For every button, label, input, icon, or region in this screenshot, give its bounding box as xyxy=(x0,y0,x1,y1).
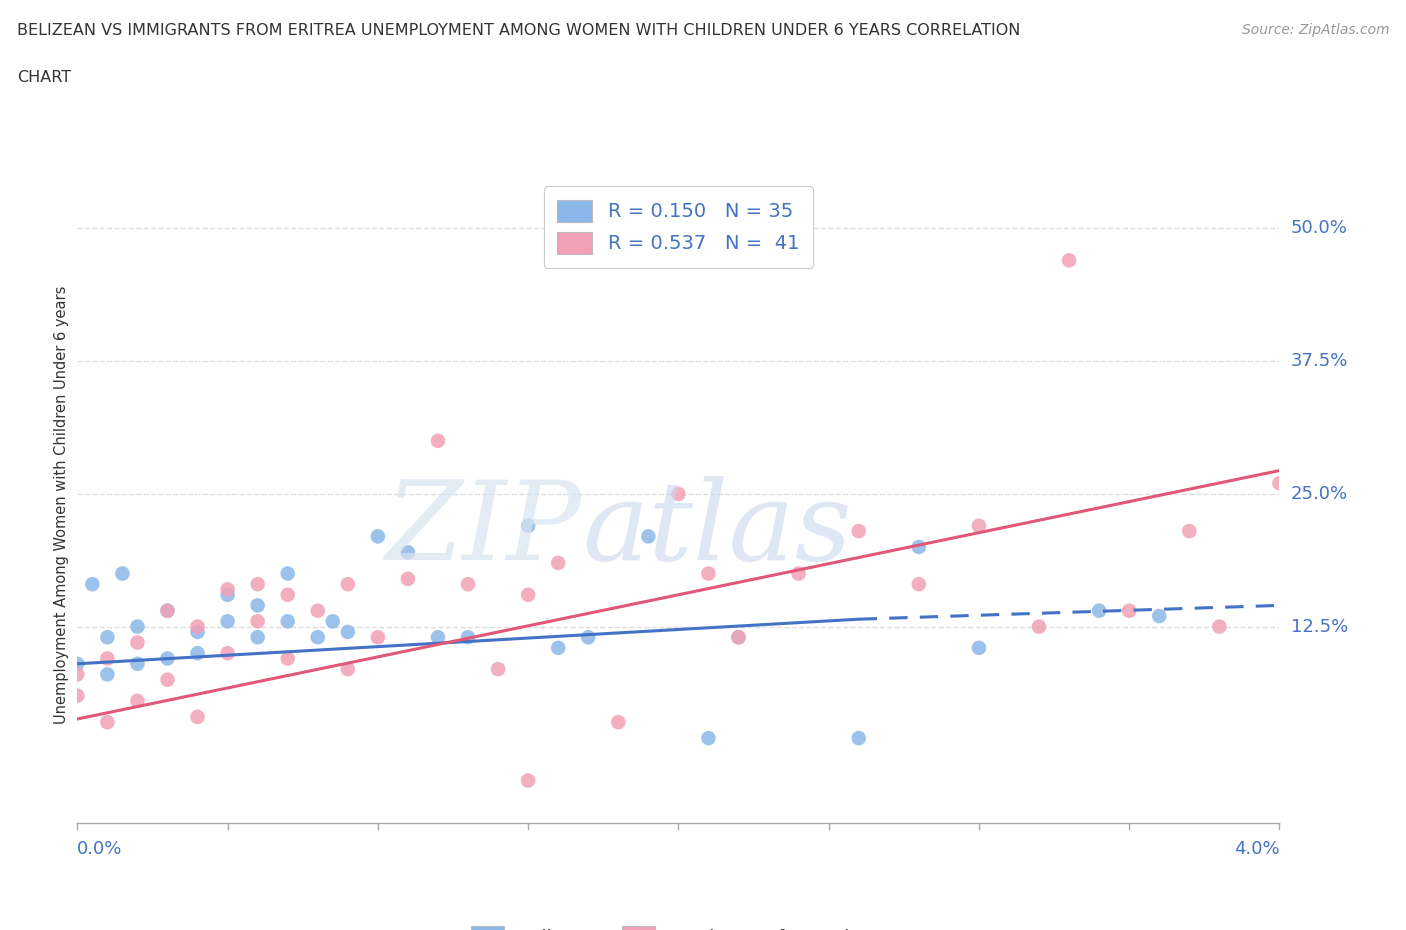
Point xyxy=(186,625,209,640)
Point xyxy=(186,645,209,660)
Text: BELIZEAN VS IMMIGRANTS FROM ERITREA UNEMPLOYMENT AMONG WOMEN WITH CHILDREN UNDER: BELIZEAN VS IMMIGRANTS FROM ERITREA UNEM… xyxy=(17,23,1021,38)
Point xyxy=(127,657,149,671)
Point xyxy=(96,651,118,666)
Text: 0.0%: 0.0% xyxy=(77,840,122,857)
Point xyxy=(217,614,239,629)
Point xyxy=(486,661,509,676)
Point xyxy=(336,661,359,676)
Point xyxy=(246,598,269,613)
Point xyxy=(908,577,931,591)
Text: 12.5%: 12.5% xyxy=(1291,618,1348,635)
Point xyxy=(848,524,870,538)
Point xyxy=(156,651,179,666)
Point xyxy=(427,630,450,644)
Point xyxy=(517,518,540,533)
Point xyxy=(367,529,389,544)
Point xyxy=(82,577,104,591)
Point xyxy=(127,635,149,650)
Point xyxy=(727,630,749,644)
Point xyxy=(967,518,990,533)
Text: 25.0%: 25.0% xyxy=(1291,485,1348,503)
Point xyxy=(217,588,239,603)
Point xyxy=(246,577,269,591)
Point xyxy=(96,715,118,730)
Point xyxy=(396,571,419,586)
Text: CHART: CHART xyxy=(17,70,70,85)
Point xyxy=(277,614,299,629)
Point xyxy=(217,645,239,660)
Point xyxy=(277,566,299,581)
Point xyxy=(517,773,540,788)
Point xyxy=(307,630,329,644)
Point xyxy=(697,731,720,746)
Point xyxy=(66,657,89,671)
Point xyxy=(127,619,149,634)
Point xyxy=(186,619,209,634)
Point xyxy=(727,630,749,644)
Point xyxy=(111,566,134,581)
Point xyxy=(246,630,269,644)
Point xyxy=(336,577,359,591)
Point xyxy=(66,688,89,703)
Point xyxy=(547,555,569,570)
Point xyxy=(427,433,450,448)
Point xyxy=(1028,619,1050,634)
Point xyxy=(156,604,179,618)
Y-axis label: Unemployment Among Women with Children Under 6 years: Unemployment Among Women with Children U… xyxy=(53,286,69,724)
Point xyxy=(547,641,569,656)
Point xyxy=(517,588,540,603)
Point xyxy=(156,672,179,687)
Point xyxy=(457,577,479,591)
Text: Source: ZipAtlas.com: Source: ZipAtlas.com xyxy=(1241,23,1389,37)
Point xyxy=(697,566,720,581)
Point xyxy=(1268,476,1291,491)
Point xyxy=(186,710,209,724)
Point xyxy=(246,614,269,629)
Text: ZIP: ZIP xyxy=(387,476,582,584)
Point xyxy=(322,614,344,629)
Point xyxy=(367,630,389,644)
Point xyxy=(637,529,659,544)
Point xyxy=(127,694,149,709)
Point xyxy=(66,667,89,682)
Text: 50.0%: 50.0% xyxy=(1291,219,1347,237)
Point xyxy=(1178,524,1201,538)
Point xyxy=(1149,608,1171,623)
Point xyxy=(156,604,179,618)
Point xyxy=(1088,604,1111,618)
Text: atlas: atlas xyxy=(582,476,852,584)
Point xyxy=(96,630,118,644)
Point xyxy=(908,539,931,554)
Point xyxy=(96,667,118,682)
Point xyxy=(1118,604,1140,618)
Point xyxy=(787,566,810,581)
Point xyxy=(277,651,299,666)
Point xyxy=(967,641,990,656)
Point xyxy=(607,715,630,730)
Point xyxy=(576,630,599,644)
Text: 4.0%: 4.0% xyxy=(1234,840,1279,857)
Point xyxy=(307,604,329,618)
Point xyxy=(396,545,419,560)
Point xyxy=(277,588,299,603)
Point xyxy=(1057,253,1080,268)
Point xyxy=(668,486,690,501)
Text: 37.5%: 37.5% xyxy=(1291,352,1348,370)
Point xyxy=(1208,619,1230,634)
Legend: Belizeans, Immigrants from Eritrea: Belizeans, Immigrants from Eritrea xyxy=(464,919,893,930)
Point xyxy=(457,630,479,644)
Point xyxy=(848,731,870,746)
Point xyxy=(217,582,239,597)
Point xyxy=(336,625,359,640)
